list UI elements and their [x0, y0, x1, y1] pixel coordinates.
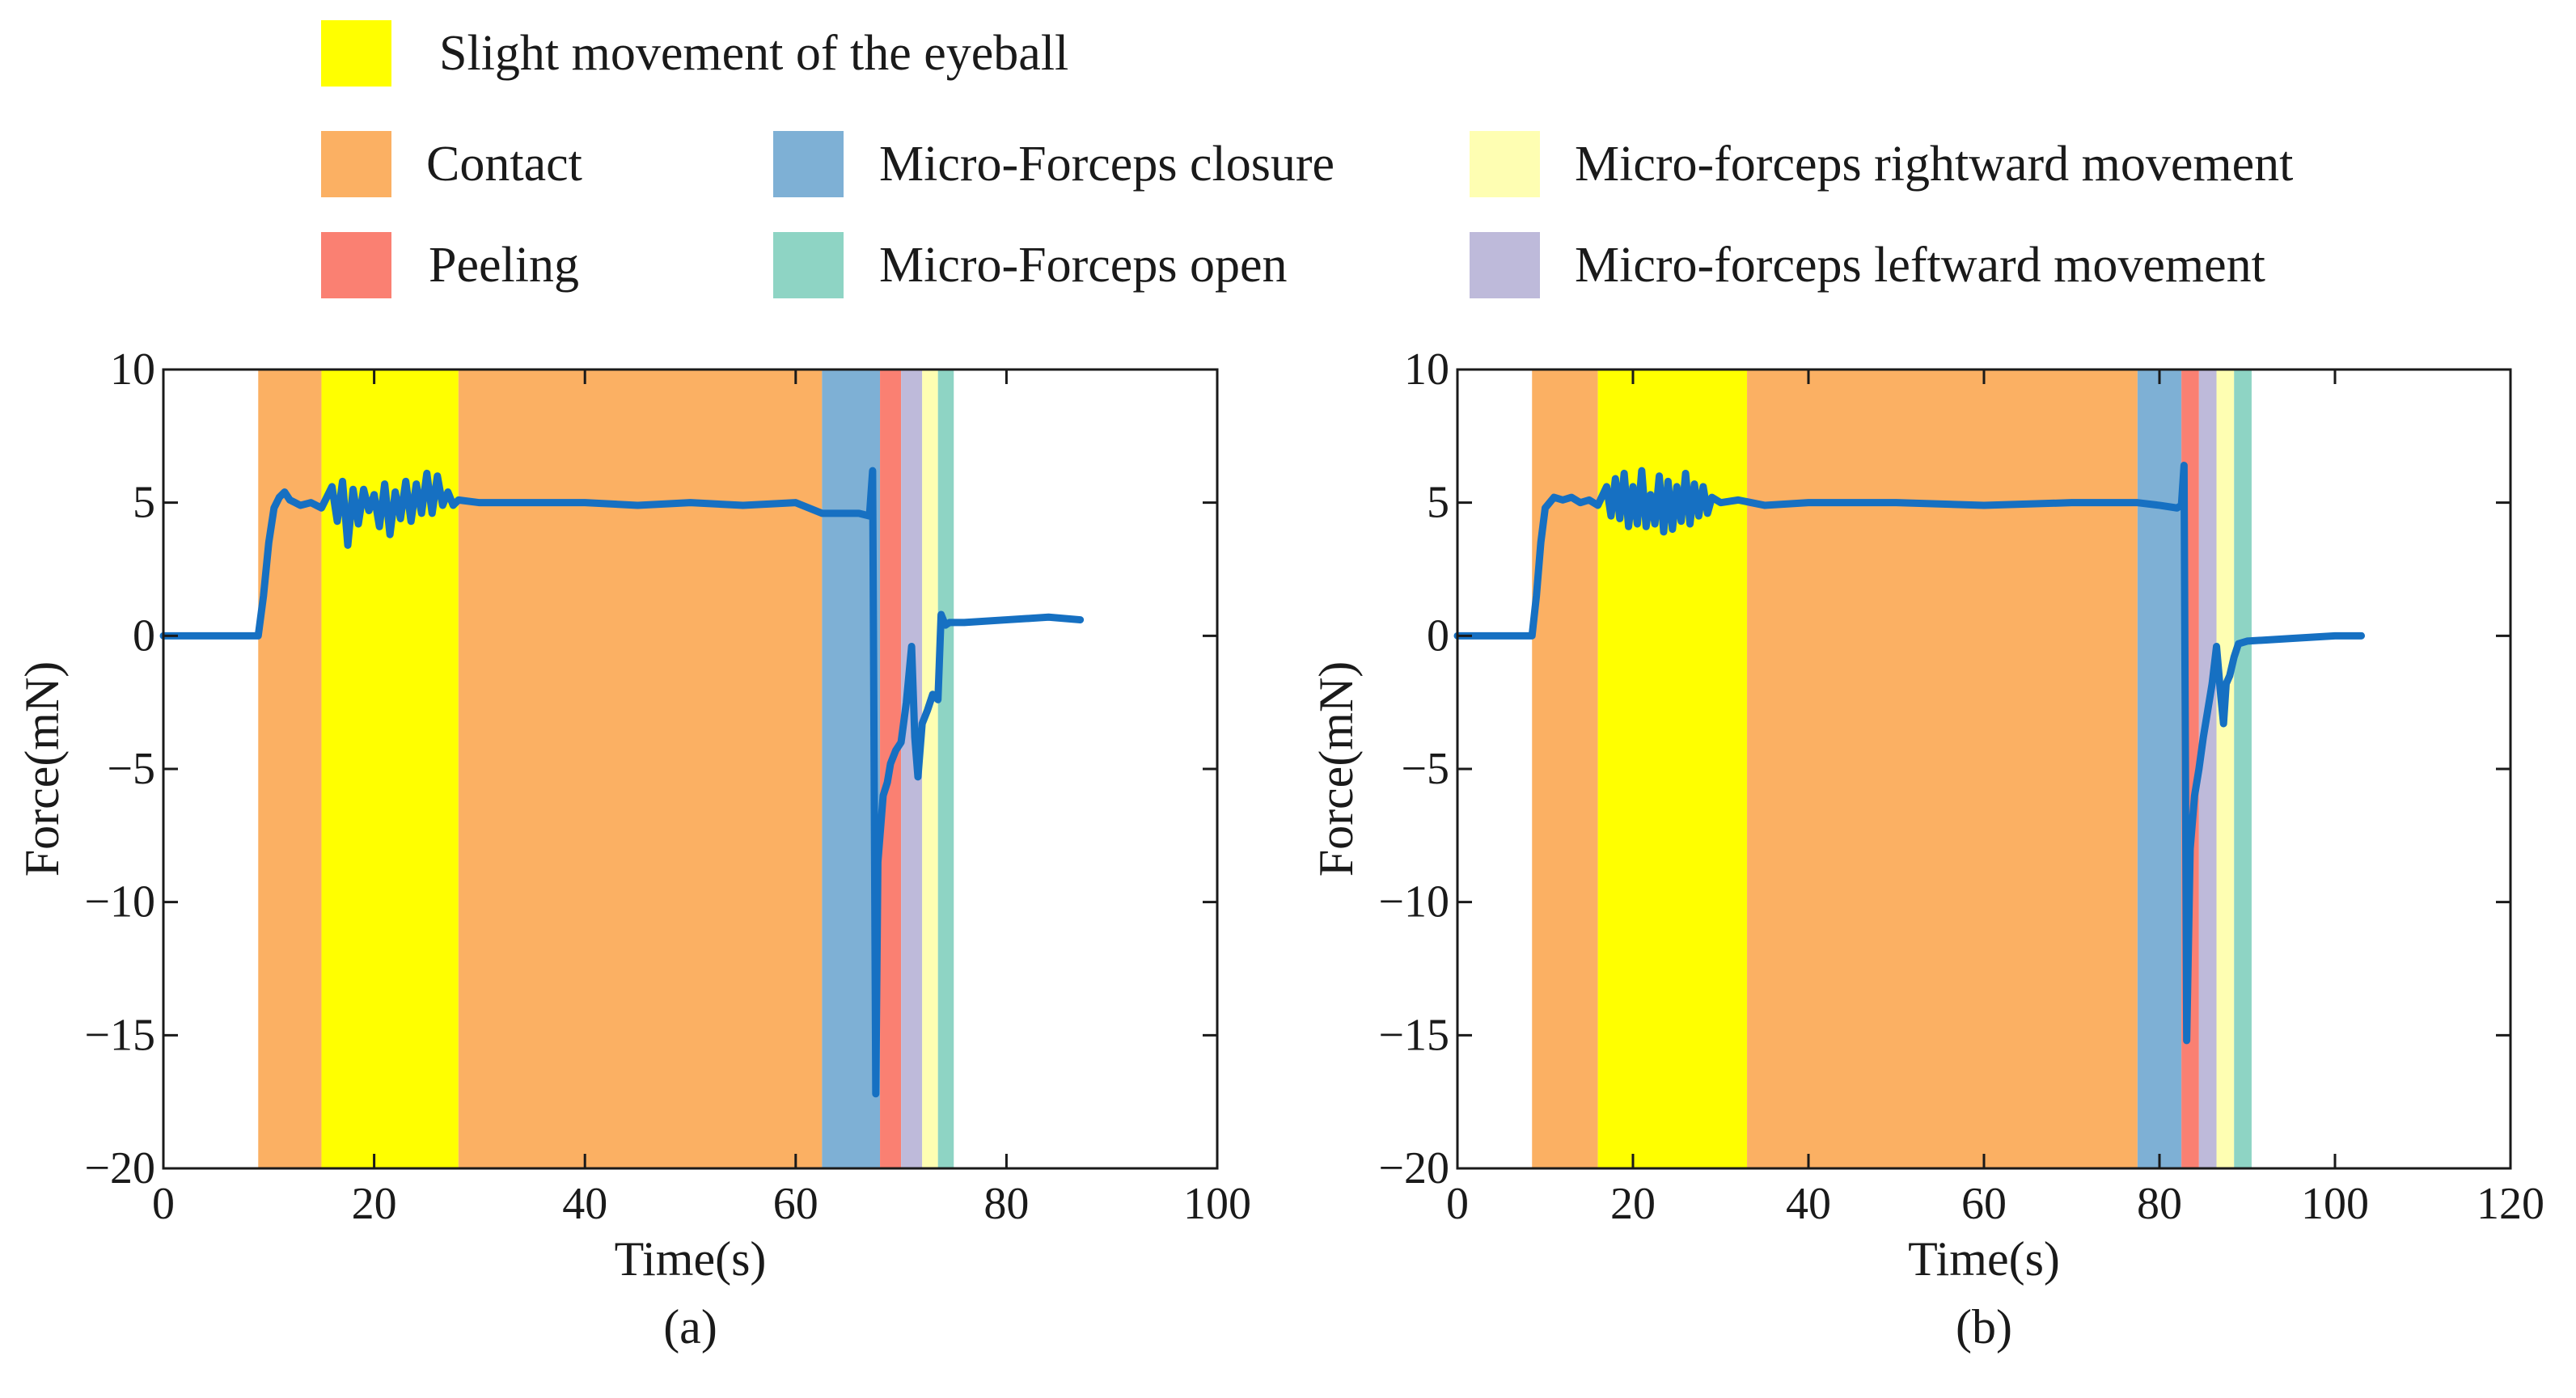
- phase-band-contact-a-2: [458, 370, 823, 1168]
- legend-item-contact: Contact: [321, 131, 582, 197]
- legend-label-micro-forceps-open: Micro-Forceps open: [879, 238, 1287, 293]
- legend-label-micro-forceps-rightward-movement: Micro-forceps rightward movement: [1575, 137, 2293, 192]
- x-tick-label-b-60: 60: [1961, 1179, 2007, 1229]
- x-tick-label-a-60: 60: [773, 1179, 818, 1229]
- legend-swatch-micro-forceps-open: [773, 232, 844, 298]
- legend-swatch-micro-forceps-leftward-movement: [1470, 232, 1540, 298]
- y-tick-label-a-10: 10: [110, 344, 155, 395]
- y-tick-label-b-10: 10: [1404, 344, 1449, 395]
- x-tick-label-b-40: 40: [1786, 1179, 1831, 1229]
- legend-swatch-micro-forceps-closure: [773, 131, 844, 197]
- legend-item-micro-forceps-leftward-movement: Micro-forceps leftward movement: [1470, 232, 2265, 298]
- phase-band-micro-forceps-leftward-movement-b-5: [2198, 370, 2217, 1168]
- y-tick-label-a-0: 0: [133, 610, 155, 661]
- x-tick-label-a-0: 0: [152, 1179, 175, 1229]
- phase-band-contact-b-0: [1532, 370, 1598, 1168]
- legend-item-micro-forceps-open: Micro-Forceps open: [773, 232, 1287, 298]
- legend-label-micro-forceps-closure: Micro-Forceps closure: [879, 137, 1335, 192]
- phase-band-micro-forceps-rightward-movement-b-6: [2216, 370, 2235, 1168]
- phase-band-contact-a-0: [258, 370, 322, 1168]
- x-axis-label-b: Time(s): [1908, 1232, 2060, 1286]
- x-tick-label-b-20: 20: [1610, 1179, 1656, 1229]
- legend-swatch-slight-movement-of-the-eyeball: [321, 20, 391, 87]
- legend-item-micro-forceps-closure: Micro-Forceps closure: [773, 131, 1335, 197]
- panel-label-a: (a): [663, 1300, 717, 1354]
- legend-swatch-micro-forceps-rightward-movement: [1470, 131, 1540, 197]
- y-axis-label-b: Force(mN): [1309, 661, 1363, 877]
- x-tick-label-b-120: 120: [2477, 1179, 2544, 1229]
- y-tick-label-a--10: −10: [84, 877, 155, 927]
- legend-label-slight-movement-of-the-eyeball: Slight movement of the eyeball: [439, 26, 1068, 81]
- x-tick-label-b-80: 80: [2137, 1179, 2182, 1229]
- legend-swatch-contact: [321, 131, 391, 197]
- y-tick-label-a--20: −20: [84, 1143, 155, 1193]
- legend-label-contact: Contact: [426, 137, 582, 192]
- force-series-line-b: [1453, 462, 2366, 1045]
- y-tick-label-b--15: −15: [1378, 1010, 1449, 1060]
- phase-band-micro-forceps-closure-b-3: [2137, 370, 2182, 1168]
- y-tick-label-b--20: −20: [1378, 1143, 1449, 1193]
- x-tick-label-a-80: 80: [983, 1179, 1029, 1229]
- y-tick-label-a--15: −15: [84, 1010, 155, 1060]
- x-axis-label-a: Time(s): [615, 1232, 767, 1286]
- y-tick-label-b--5: −5: [1401, 744, 1449, 794]
- y-tick-label-b--10: −10: [1378, 877, 1449, 927]
- y-tick-label-b-5: 5: [1427, 478, 1449, 528]
- legend-item-micro-forceps-rightward-movement: Micro-forceps rightward movement: [1470, 131, 2293, 197]
- legend-item-peeling: Peeling: [321, 232, 579, 298]
- x-tick-label-a-20: 20: [352, 1179, 397, 1229]
- chart-panel-b: 0 20 40 60 80 100 120 −20 −15 −10 −5 0 5 10 Time(s) For…: [1309, 344, 2544, 1354]
- legend-label-peeling: Peeling: [429, 238, 579, 293]
- x-tick-label-a-40: 40: [562, 1179, 607, 1229]
- legend: Slight movement of the eyeball Contact Pee…: [321, 20, 2293, 298]
- y-tick-label-a-5: 5: [133, 478, 155, 528]
- legend-item-slight-movement-of-the-eyeball: Slight movement of the eyeball: [321, 20, 1068, 87]
- phase-band-micro-forceps-rightward-movement-a-6: [922, 370, 938, 1168]
- phase-band-contact-b-2: [1747, 370, 2138, 1168]
- legend-label-micro-forceps-leftward-movement: Micro-forceps leftward movement: [1575, 238, 2265, 293]
- force-series-line-a: [159, 467, 1085, 1098]
- x-tick-label-a-100: 100: [1183, 1179, 1251, 1229]
- x-tick-label-b-100: 100: [2301, 1179, 2369, 1229]
- phase-band-micro-forceps-open-a-7: [937, 370, 954, 1168]
- legend-swatch-peeling: [321, 232, 391, 298]
- panel-label-b: (b): [1956, 1300, 2012, 1354]
- chart-panel-a: 0 20 40 60 80 100 −20 −15 −10 −5 0 5 10 Time(s) Force(…: [15, 344, 1251, 1354]
- y-axis-label-a: Force(mN): [15, 661, 69, 877]
- x-tick-label-b-0: 0: [1446, 1179, 1469, 1229]
- y-tick-label-a--5: −5: [107, 744, 155, 794]
- phase-band-micro-forceps-open-b-7: [2234, 370, 2252, 1168]
- y-tick-label-b-0: 0: [1427, 610, 1449, 661]
